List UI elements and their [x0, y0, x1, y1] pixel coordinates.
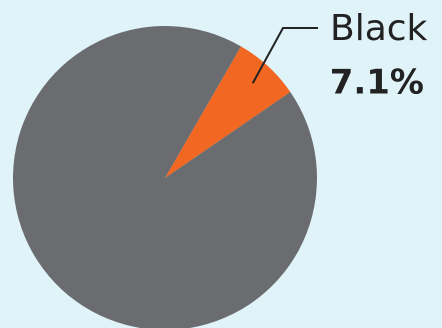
slice-value: 7.1%	[330, 63, 424, 103]
pie-slice	[165, 46, 291, 179]
slice-label: Black	[330, 8, 428, 49]
leader-line	[251, 27, 318, 84]
pie-slice	[13, 26, 317, 328]
